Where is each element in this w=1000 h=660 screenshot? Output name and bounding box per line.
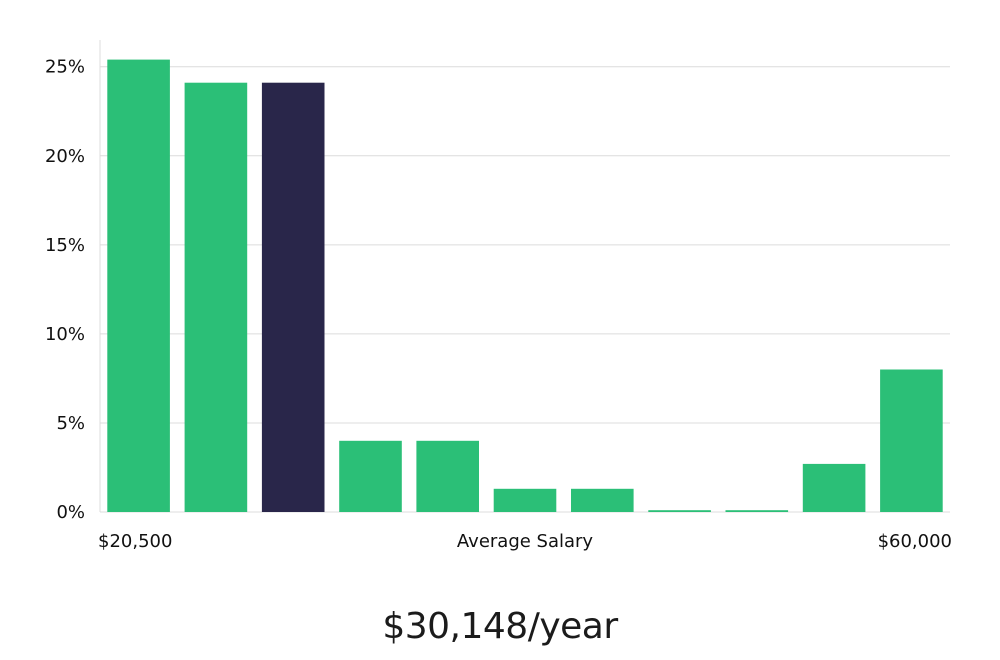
bar-highlighted (261, 82, 325, 512)
bar (416, 440, 479, 512)
y-tick-label: 10% (45, 324, 85, 345)
bar (802, 463, 866, 512)
x-min-label: $20,500 (98, 531, 172, 552)
bar (184, 82, 248, 512)
bar (571, 488, 634, 512)
bar (648, 510, 711, 512)
x-axis-label: Average Salary (457, 531, 594, 552)
average-salary-headline: $30,148/year (382, 606, 618, 647)
y-tick-label: 0% (56, 502, 85, 523)
y-tick-label: 20% (45, 146, 85, 167)
bar (880, 369, 943, 512)
y-tick-label: 5% (56, 413, 85, 434)
x-max-label: $60,000 (878, 531, 952, 552)
bar (107, 59, 170, 512)
y-tick-label: 25% (45, 57, 85, 78)
bar (725, 510, 789, 512)
bar (339, 440, 402, 512)
bars (107, 59, 943, 512)
bar (493, 488, 557, 512)
y-tick-labels: 0% 5% 10% 15% 20% 25% (45, 57, 85, 523)
salary-histogram: 0%5%10%15%20%25% $20,500 Average Salary … (45, 40, 952, 552)
y-tick-label: 15% (45, 235, 85, 256)
